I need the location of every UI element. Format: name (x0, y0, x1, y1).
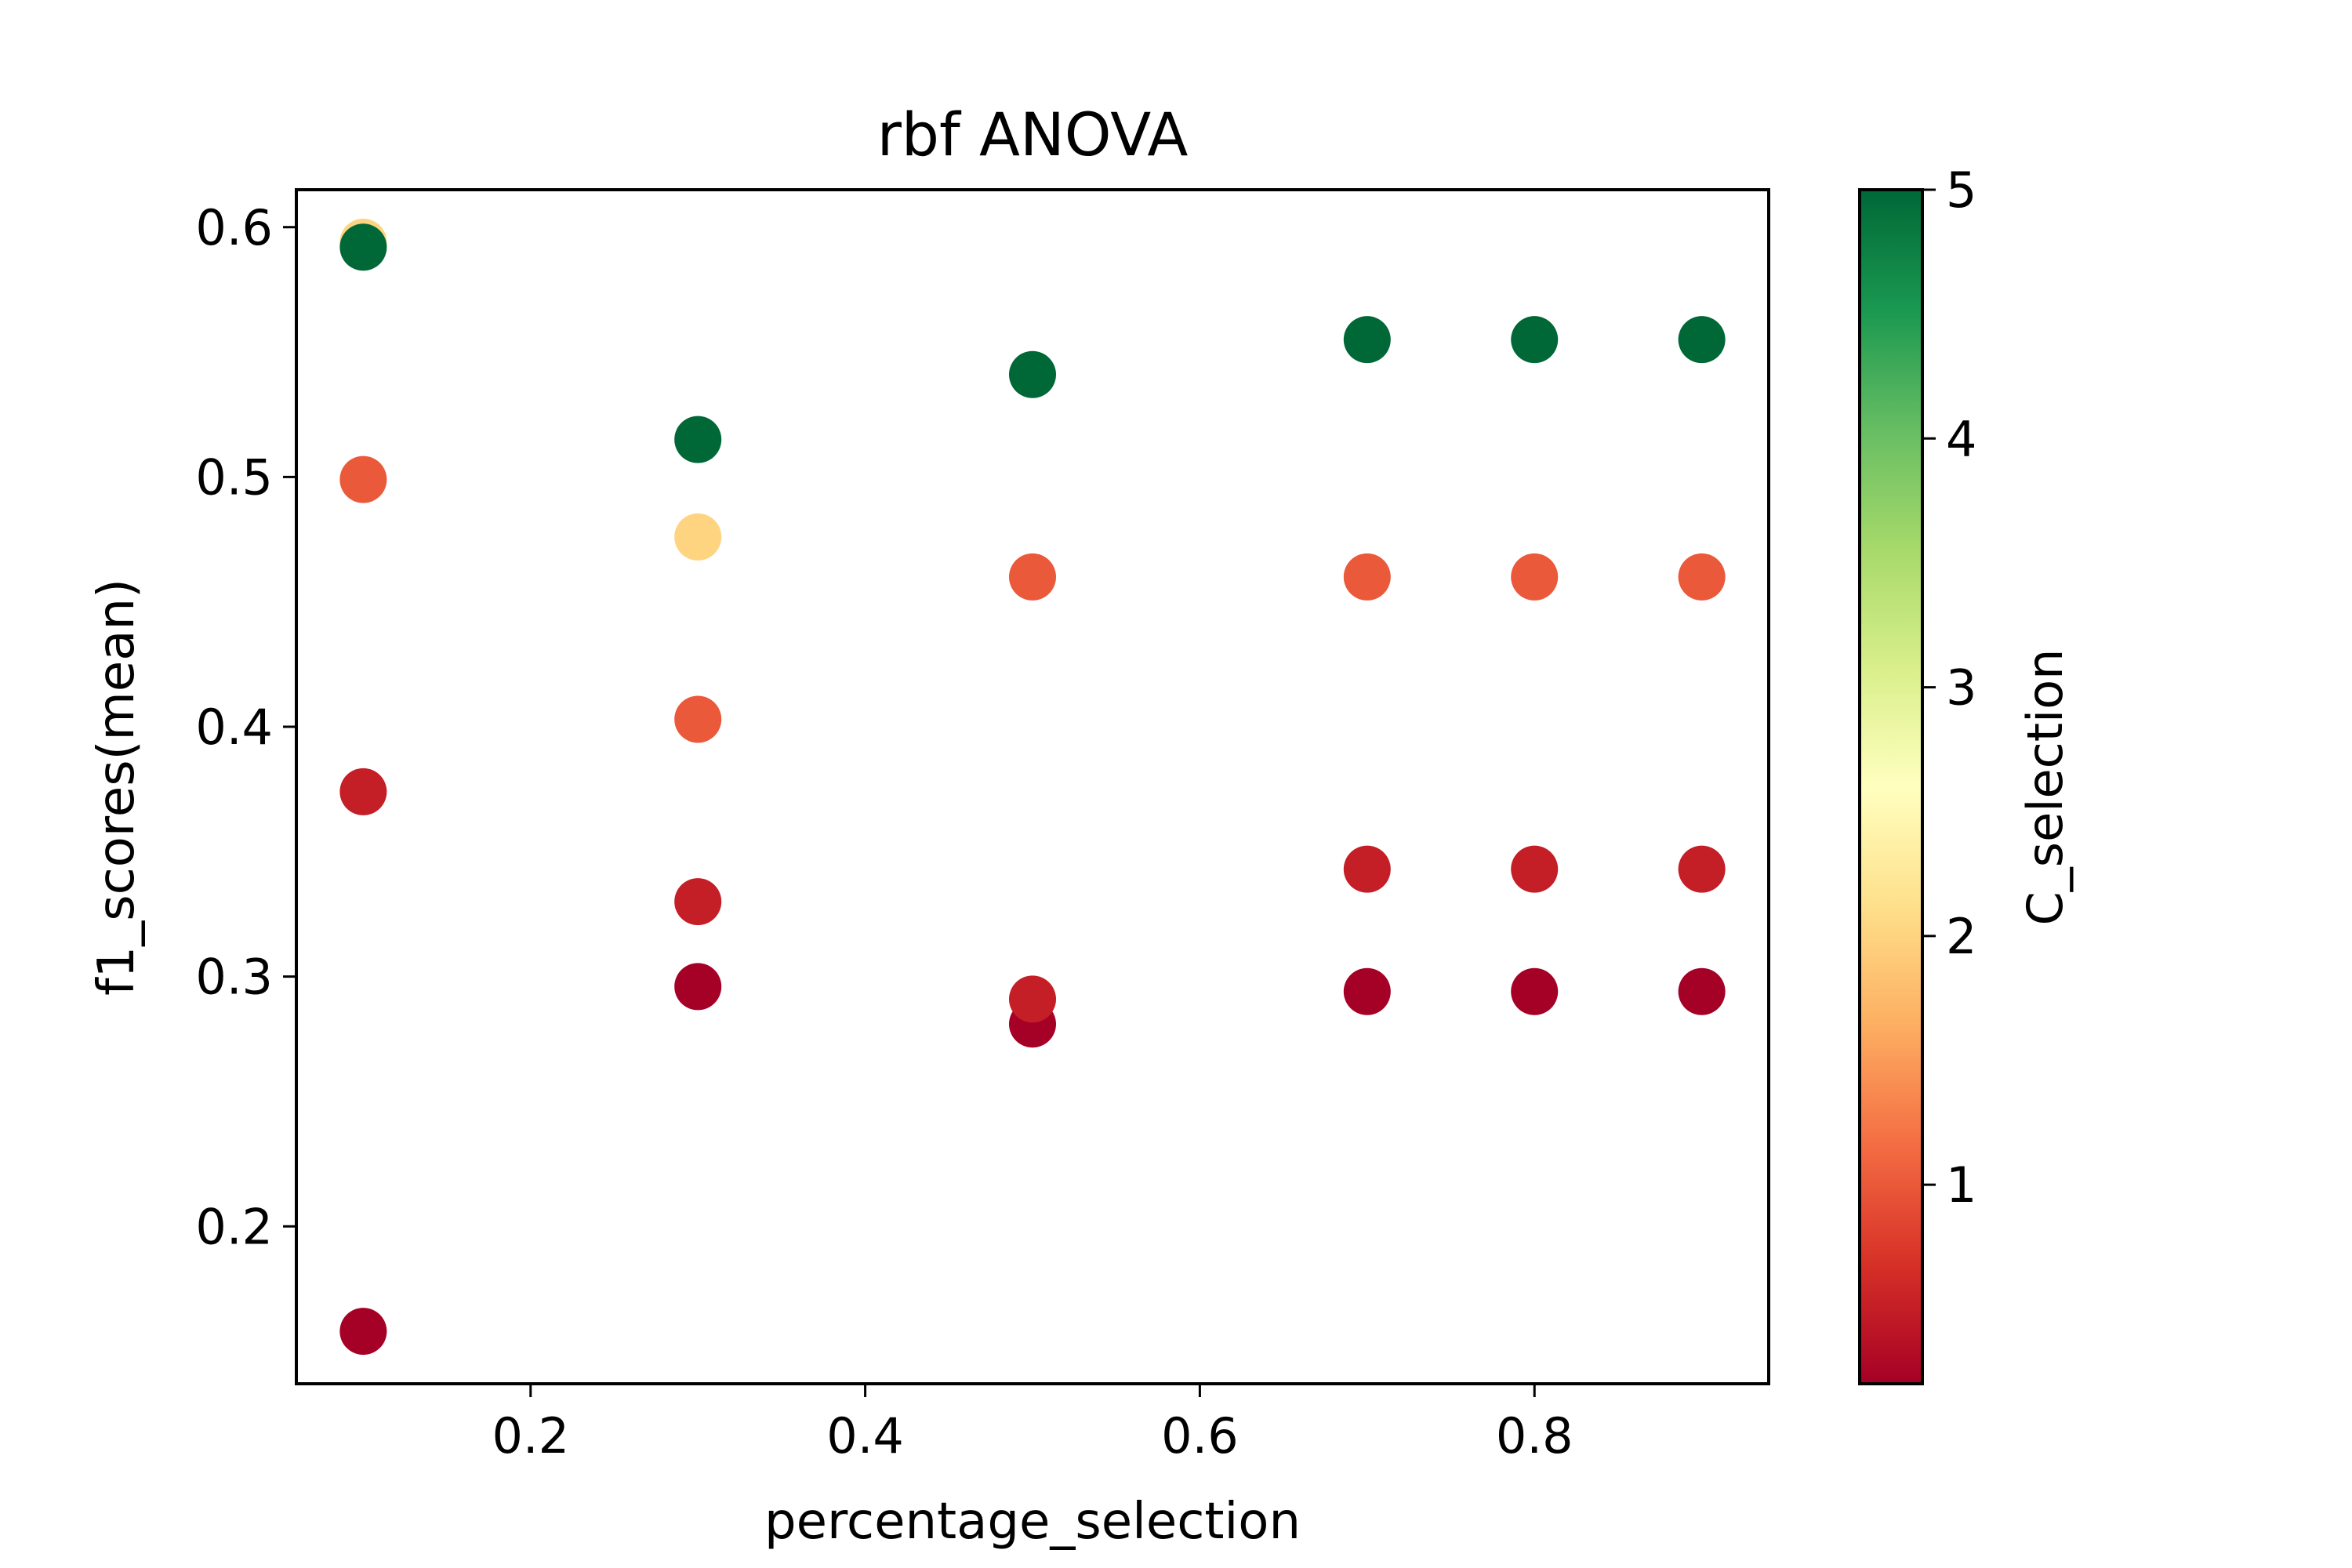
y-axis-title: f1_scores(mean) (88, 579, 146, 996)
colorbar-tick-label: 2 (1946, 908, 1976, 965)
colorbar-tick-label: 3 (1946, 659, 1976, 717)
data-point (674, 878, 722, 926)
data-point (1343, 967, 1391, 1015)
data-point (1511, 553, 1559, 601)
colorbar (1858, 188, 1924, 1385)
data-point (1511, 316, 1559, 364)
y-tick-label: 0.4 (195, 699, 273, 756)
data-point (1678, 316, 1726, 364)
x-tick-label: 0.4 (826, 1407, 904, 1465)
data-point (1678, 553, 1726, 601)
x-axis-title: percentage_selection (764, 1493, 1301, 1551)
colorbar-tick-label: 5 (1946, 162, 1976, 219)
data-point (674, 416, 722, 463)
chart-title: rbf ANOVA (877, 100, 1189, 169)
y-axis-ticks: 0.2 0.3 0.4 0.5 0.6 (195, 199, 296, 1255)
y-tick-label: 0.2 (195, 1198, 273, 1255)
data-point (1343, 845, 1391, 893)
data-point (1511, 967, 1559, 1015)
x-tick-label: 0.8 (1496, 1407, 1573, 1465)
x-tick-label: 0.6 (1161, 1407, 1239, 1465)
data-point (1343, 316, 1391, 364)
points-layer (339, 218, 1726, 1356)
data-point (1678, 967, 1726, 1015)
y-tick-label: 0.5 (195, 448, 273, 506)
data-point (1009, 553, 1056, 601)
x-axis-ticks: 0.2 0.4 0.6 0.8 (492, 1384, 1573, 1465)
x-tick-label: 0.2 (492, 1407, 569, 1465)
colorbar-tick-label: 4 (1946, 410, 1976, 467)
y-tick-label: 0.3 (195, 949, 273, 1006)
data-point (1343, 553, 1391, 601)
colorbar-label: C_selection (2016, 649, 2074, 926)
colorbar-tick-label: 1 (1946, 1156, 1976, 1214)
data-point (1009, 975, 1056, 1023)
data-point (339, 456, 387, 503)
data-point (674, 695, 722, 743)
data-point (339, 223, 387, 271)
colorbar-ticks: 1 2 3 4 5 (1922, 162, 1976, 1214)
plot-area-frame (295, 188, 1770, 1385)
data-point (339, 1308, 387, 1356)
data-point (1511, 845, 1559, 893)
data-point (674, 513, 722, 561)
data-point (1678, 845, 1726, 893)
data-point (339, 768, 387, 815)
data-point (1009, 350, 1056, 398)
data-point (674, 963, 722, 1011)
y-tick-label: 0.6 (195, 199, 273, 256)
